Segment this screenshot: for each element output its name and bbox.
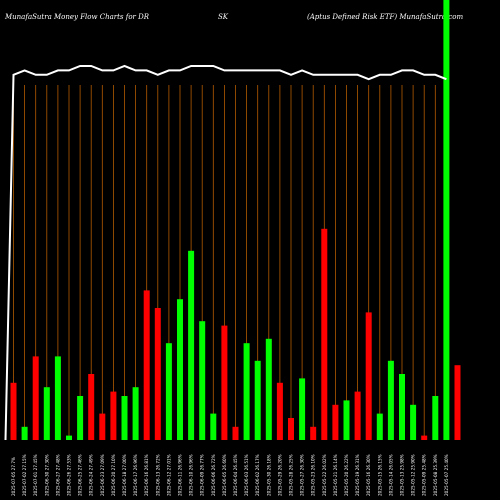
- bar-2025-05-27: [299, 378, 306, 440]
- bar-2025-05-14: [387, 360, 394, 440]
- x-tick-label: 2025-06-05 26.60%: [222, 454, 227, 496]
- x-tick-label: 2025-05-13 25.98%: [400, 454, 405, 496]
- chart-title-right: (Aptus Defined Risk ETF) MunafaSutra.com: [307, 13, 464, 21]
- x-tick-label: 2025-05-12 25.90%: [411, 454, 416, 496]
- price-line: [4, 64, 447, 441]
- bar-2025-06-24: [88, 374, 95, 440]
- bar-2025-05-23: [310, 426, 317, 440]
- chart-bars: [10, 0, 461, 440]
- x-tick-label: 2025-06-23 27.09%: [100, 454, 105, 496]
- x-tick-label: 2025-06-09 26.77%: [200, 454, 205, 496]
- chart-grid: [13, 85, 447, 440]
- x-tick-label: 2025-06-27 27.48%: [55, 454, 60, 496]
- x-tick-label: 2025-05-09 25.48%: [422, 454, 427, 496]
- bar-2025-05-16: [365, 312, 372, 440]
- bar-2025-05-29: [276, 382, 283, 440]
- bar-2025-05-20: [343, 400, 350, 440]
- bar-2025-06-23: [99, 413, 106, 440]
- chart-lines: [4, 64, 447, 441]
- bar-2025-06-20: [110, 391, 117, 440]
- bar-2025-06-09: [199, 321, 206, 440]
- bar-2025-05-30: [265, 338, 272, 440]
- bar-2025-06-10: [188, 250, 195, 440]
- x-tick-label: 2025-06-03 26.51%: [244, 454, 249, 496]
- bar-2025-05-09: [421, 435, 428, 440]
- x-tick-label: 2025-07-02 27.15%: [22, 454, 27, 496]
- bar-2025-06-17: [132, 387, 139, 440]
- x-tick-label: 2025-05-16 26.30%: [366, 454, 371, 496]
- bar-2025-06-13: [154, 308, 161, 440]
- bar-2025-05-08: [432, 396, 439, 440]
- x-tick-label: 2025-06-20 27.10%: [111, 454, 116, 496]
- bar-2025-05-19: [354, 391, 361, 440]
- x-tick-label: 2025-05-27 26.30%: [300, 454, 305, 496]
- bar-2025-05-12: [410, 404, 417, 440]
- bar-2025-06-11: [177, 299, 183, 440]
- x-tick-label: 2025-06-24 27.49%: [89, 454, 94, 496]
- bar-2025-06-27: [54, 356, 61, 440]
- bar-2025-06-30: [43, 387, 50, 440]
- bar-2025-05-07: [443, 0, 450, 440]
- bar-2025-06-18: [121, 396, 128, 440]
- x-tick-label: 2025-05-29 26.20%: [277, 454, 282, 496]
- x-tick-label: 2025-06-26 27.53%: [67, 454, 72, 496]
- x-tick-label: 2025-05-14 26.05%: [388, 454, 393, 496]
- x-tick-label: 2025-06-12 27.01%: [166, 454, 171, 496]
- x-tick-label: 2025-06-11 26.96%: [178, 454, 183, 496]
- x-tick-label: 2025-05-15 26.15%: [377, 454, 382, 496]
- chart-title-symbol: SK: [218, 13, 229, 21]
- chart-title-left: MunafaSutra Money Flow Charts for DR: [5, 13, 149, 21]
- bar-2025-07-01: [32, 356, 39, 440]
- bar-2025-06-04: [232, 426, 239, 440]
- bar-extra: [454, 365, 461, 440]
- x-tick-label: 2025-05-30 26.18%: [266, 454, 271, 496]
- bar-2025-06-03: [243, 343, 250, 440]
- bar-2025-05-28: [288, 418, 294, 440]
- x-tick-label: 2025-05-08 25.39%: [433, 454, 438, 496]
- bar-2025-06-25: [77, 396, 84, 440]
- x-tick-label: 2025-06-06 26.72%: [211, 454, 216, 496]
- bar-2025-06-02: [254, 360, 261, 440]
- bar-2025-07-02: [21, 426, 28, 440]
- x-tick-label: 2025-06-13 26.72%: [155, 454, 160, 496]
- x-tick-label: 2025-06-18 27.00%: [122, 454, 127, 496]
- bar-2025-07-05: [10, 382, 17, 440]
- x-tick-label: 2025-05-21 26.14%: [333, 454, 338, 496]
- bar-2025-05-15: [376, 413, 383, 440]
- x-tick-label: 2025-06-10 26.96%: [189, 454, 194, 496]
- x-tick-label: 2025-05-28 26.25%: [289, 454, 294, 496]
- x-tick-label: 2025-06-02 26.17%: [255, 454, 260, 496]
- x-tick-label: 2025-05-22 26.02%: [322, 454, 327, 496]
- x-tick-label: 2025-06-17 26.96%: [133, 454, 138, 496]
- x-tick-label: 2025-06-30 27.30%: [44, 454, 49, 496]
- x-tick-label: 2025-06-16 26.81%: [144, 454, 149, 496]
- bar-2025-06-05: [221, 325, 228, 440]
- x-tick-label: 2025-05-23 26.10%: [311, 454, 316, 496]
- x-tick-label: 2025-07-01 27.45%: [33, 454, 38, 496]
- bar-2025-06-26: [66, 435, 72, 440]
- bar-2025-05-13: [399, 374, 405, 440]
- x-tick-label: 2025-05-07 25.40%: [444, 454, 449, 496]
- x-tick-label: 2025-07-05 27.7%: [11, 457, 16, 496]
- bar-2025-06-16: [143, 290, 150, 440]
- chart-x-labels: 2025-07-05 27.7% 2025-07-02 27.15% 2025-07…: [11, 454, 449, 496]
- x-tick-label: 2025-06-04 26.45%: [233, 454, 238, 496]
- x-tick-label: 2025-06-25 27.46%: [78, 454, 83, 496]
- bar-2025-06-12: [165, 343, 172, 440]
- bar-2025-05-22: [321, 228, 328, 440]
- bar-2025-06-06: [210, 413, 217, 440]
- bar-2025-05-21: [332, 404, 339, 440]
- x-tick-label: 2025-05-19 26.31%: [355, 454, 360, 496]
- x-tick-label: 2025-05-20 26.22%: [344, 454, 349, 496]
